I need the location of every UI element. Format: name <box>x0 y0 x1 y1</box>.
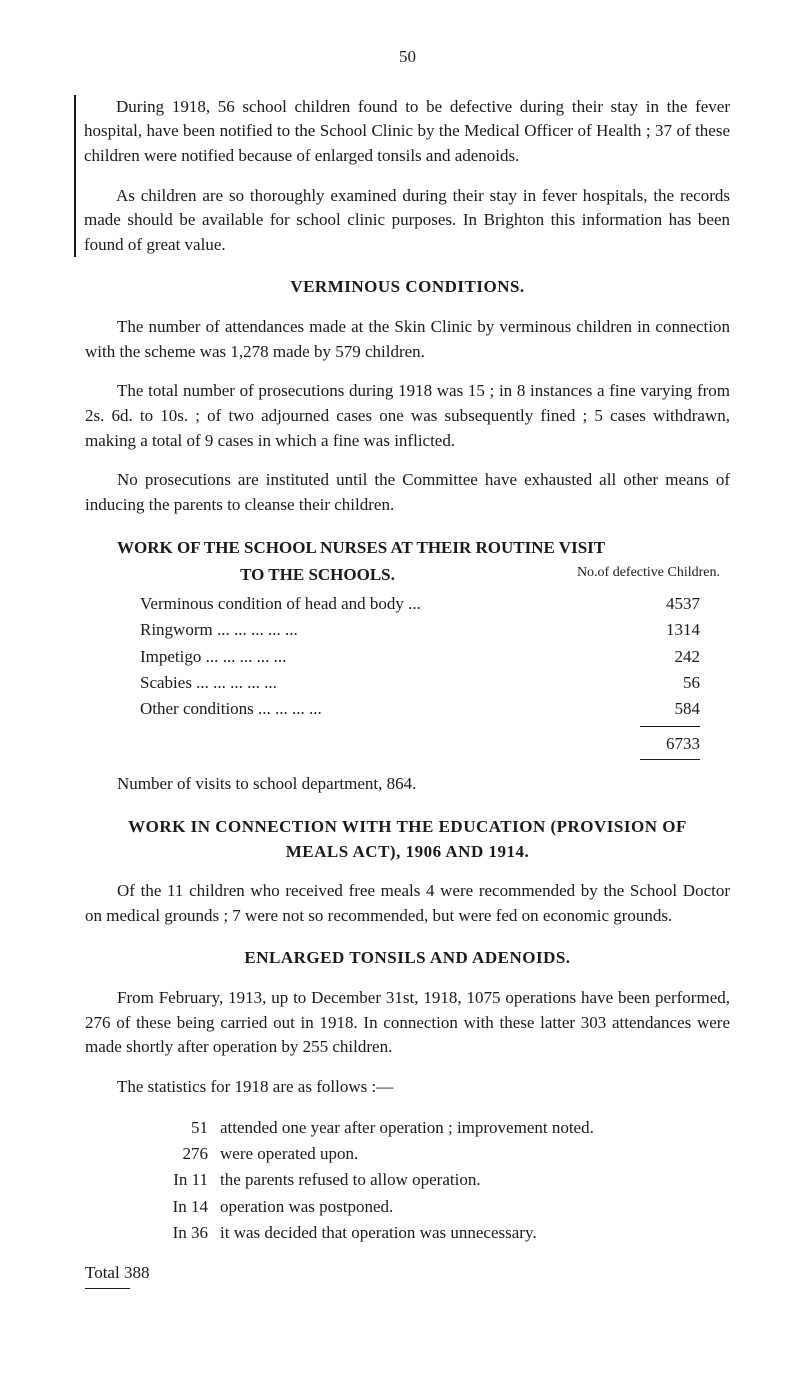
table-row: Other conditions ... ... ... ... 584 <box>85 696 730 722</box>
row-value: 242 <box>660 644 730 670</box>
paragraph-9: The statistics for 1918 are as follows :… <box>85 1075 730 1100</box>
paragraph-4: The total number of prosecutions during … <box>85 379 730 453</box>
row-value: 56 <box>660 670 730 696</box>
stat-text: it was decided that operation was unnece… <box>220 1220 730 1246</box>
stat-row: In 14 operation was postponed. <box>160 1194 730 1220</box>
stat-text: were operated upon. <box>220 1141 730 1167</box>
header-nurses-work: WORK OF THE SCHOOL NURSES AT THEIR ROUTI… <box>85 536 730 561</box>
stat-row: 276 were operated upon. <box>160 1141 730 1167</box>
stat-row: 51 attended one year after operation ; i… <box>160 1115 730 1141</box>
total-underline <box>85 1288 130 1289</box>
row-value: 1314 <box>660 617 730 643</box>
total-label: Total 388 <box>85 1261 730 1286</box>
column-note: No.of defective Children. <box>510 563 730 588</box>
page-number: 50 <box>85 45 730 70</box>
paragraph-2: As children are so thoroughly examined d… <box>84 184 730 258</box>
header-education-a: WORK IN CONNECTION WITH THE EDUCATION (P… <box>85 815 730 840</box>
total-value: 6733 <box>666 732 700 757</box>
subheader-schools: TO THE SCHOOLS. <box>85 563 510 588</box>
stat-num: 276 <box>160 1141 220 1167</box>
table-row: Scabies ... ... ... ... ... 56 <box>85 670 730 696</box>
row-value: 584 <box>660 696 730 722</box>
table-row: Impetigo ... ... ... ... ... 242 <box>85 644 730 670</box>
table-row: Verminous condition of head and body ...… <box>85 591 730 617</box>
stat-text: operation was postponed. <box>220 1194 730 1220</box>
paragraph-1: During 1918, 56 school children found to… <box>84 95 730 169</box>
row-label: Impetigo ... ... ... ... ... <box>140 644 660 670</box>
paragraph-7: Of the 11 children who received free mea… <box>85 879 730 928</box>
stat-text: the parents refused to allow operation. <box>220 1167 730 1193</box>
paragraph-3: The number of attendances made at the Sk… <box>85 315 730 364</box>
total-divider <box>640 726 700 727</box>
row-label: Verminous condition of head and body ... <box>140 591 660 617</box>
header-tonsils: ENLARGED TONSILS AND ADENOIDS. <box>85 946 730 971</box>
stat-num: In 14 <box>160 1194 220 1220</box>
row-label: Other conditions ... ... ... ... <box>140 696 660 722</box>
paragraph-5: No prosecutions are instituted until the… <box>85 468 730 517</box>
stat-num: In 11 <box>160 1167 220 1193</box>
header-verminous: VERMINOUS CONDITIONS. <box>85 275 730 300</box>
total-bottom-line <box>640 759 700 760</box>
stat-num: 51 <box>160 1115 220 1141</box>
row-label: Scabies ... ... ... ... ... <box>140 670 660 696</box>
data-table: Verminous condition of head and body ...… <box>85 591 730 760</box>
table-header-row: TO THE SCHOOLS. No.of defective Children… <box>85 563 730 588</box>
stat-list: 51 attended one year after operation ; i… <box>85 1115 730 1247</box>
stat-row: In 11 the parents refused to allow opera… <box>160 1167 730 1193</box>
stat-row: In 36 it was decided that operation was … <box>160 1220 730 1246</box>
stat-text: attended one year after operation ; impr… <box>220 1115 730 1141</box>
bordered-section: During 1918, 56 school children found to… <box>74 95 730 258</box>
total-row: 6733 <box>85 732 730 757</box>
table-row: Ringworm ... ... ... ... ... 1314 <box>85 617 730 643</box>
paragraph-8: From February, 1913, up to December 31st… <box>85 986 730 1060</box>
row-label: Ringworm ... ... ... ... ... <box>140 617 660 643</box>
header-education-b: MEALS ACT), 1906 AND 1914. <box>85 840 730 865</box>
stat-num: In 36 <box>160 1220 220 1246</box>
row-value: 4537 <box>660 591 730 617</box>
paragraph-6: Number of visits to school department, 8… <box>85 772 730 797</box>
